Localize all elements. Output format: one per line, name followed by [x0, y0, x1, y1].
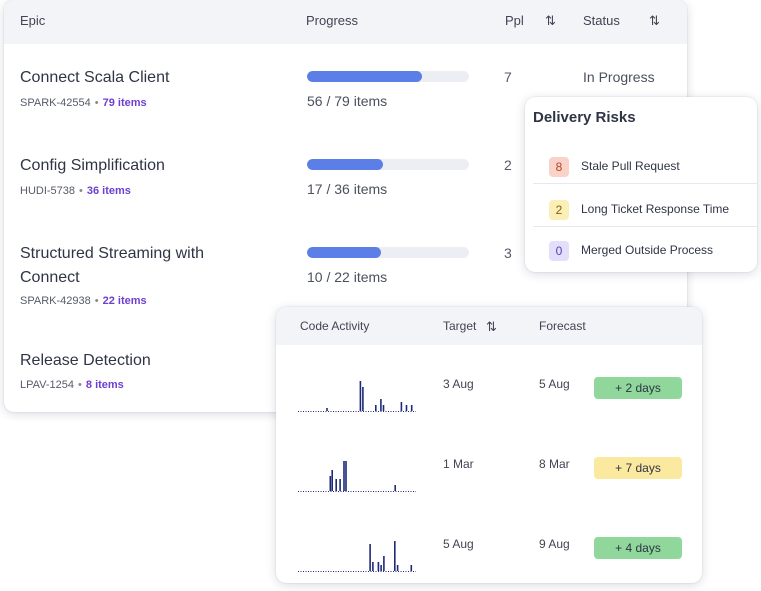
code-activity-header: Code Activity Target ⇅ Forecast	[276, 307, 702, 345]
progress-bar-fill	[307, 247, 381, 258]
column-header-forecast[interactable]: Forecast	[539, 319, 586, 333]
delivery-risks-title: Delivery Risks	[533, 109, 636, 126]
ppl-count: 3	[504, 245, 512, 261]
separator-dot: •	[94, 295, 99, 307]
column-header-progress[interactable]: Progress	[306, 13, 359, 28]
code-activity-row[interactable]: 3 Aug 5 Aug + 2 days	[276, 357, 702, 437]
risk-label: Long Ticket Response Time	[581, 202, 730, 216]
sparkline-bar	[331, 470, 333, 491]
sparkline-bar	[383, 556, 385, 571]
sort-target-icon[interactable]: ⇅	[486, 319, 497, 334]
progress-bar	[307, 247, 469, 258]
epic-title[interactable]: Config Simplification	[20, 157, 165, 174]
sparkline-bar	[335, 479, 337, 491]
sparkline-bar	[362, 387, 364, 411]
sparkline-bar	[369, 544, 371, 571]
forecast-delta-badge: + 2 days	[594, 377, 682, 399]
epic-item-count[interactable]: 22 items	[102, 295, 147, 307]
sparkline-bar	[405, 405, 408, 411]
column-header-code-activity[interactable]: Code Activity	[300, 319, 370, 333]
progress-bar-fill	[307, 159, 384, 170]
epic-item-count[interactable]: 36 items	[86, 185, 131, 197]
column-header-ppl[interactable]: Ppl	[505, 13, 524, 28]
sparkline-bar	[359, 381, 362, 411]
risk-count-badge: 0	[549, 241, 569, 261]
forecast-delta-badge: + 7 days	[594, 457, 682, 479]
sparkline-bar	[394, 485, 396, 491]
column-header-status[interactable]: Status	[583, 13, 620, 28]
epic-title[interactable]: Structured Streaming with Connect	[20, 245, 205, 286]
risk-label: Stale Pull Request	[581, 159, 680, 173]
forecast-date: 5 Aug	[539, 377, 570, 391]
epic-meta: HUDI-5738 • 36 items	[20, 185, 131, 197]
risk-item[interactable]: 8 Stale Pull Request	[533, 149, 757, 184]
epic-title[interactable]: Connect Scala Client	[20, 69, 170, 86]
separator-dot: •	[94, 97, 99, 109]
column-header-epic[interactable]: Epic	[20, 13, 46, 28]
epic-key: SPARK-42554	[20, 97, 91, 109]
sparkline-bar	[410, 565, 413, 571]
target-date: 3 Aug	[443, 377, 474, 391]
forecast-delta-badge: + 4 days	[594, 537, 682, 559]
target-date: 1 Mar	[443, 457, 474, 471]
forecast-date: 8 Mar	[539, 457, 570, 471]
progress-text: 17 / 36 items	[307, 181, 388, 197]
sparkline-bar	[345, 461, 347, 491]
epic-table-header: Epic Progress Ppl ⇅ Status ⇅	[4, 0, 687, 44]
epic-item-count[interactable]: 79 items	[102, 97, 147, 109]
risk-label: Merged Outside Process	[581, 243, 714, 257]
sort-status-icon[interactable]: ⇅	[649, 13, 660, 28]
sparkline-bar	[375, 405, 377, 411]
code-activity-row[interactable]: 5 Aug 9 Aug + 4 days	[276, 517, 702, 583]
ppl-count: 2	[504, 157, 512, 173]
code-activity-table: Code Activity Target ⇅ Forecast 3 Aug 5 …	[276, 307, 702, 583]
forecast-date: 9 Aug	[539, 537, 570, 551]
sparkline-bar	[326, 408, 328, 411]
epic-key: HUDI-5738	[20, 185, 76, 197]
sparkline-bar	[380, 399, 382, 411]
column-header-target[interactable]: Target	[443, 319, 477, 333]
risk-count-badge: 2	[549, 200, 569, 220]
sparkline-bar	[329, 476, 332, 491]
sparkline-bar	[380, 565, 382, 571]
sparkline-bar	[339, 479, 341, 491]
epic-key: LPAV-1254	[20, 379, 75, 391]
epic-meta: SPARK-42554 • 79 items	[20, 97, 147, 109]
sparkline-bar	[372, 562, 374, 571]
status-text: In Progress	[583, 69, 655, 85]
code-activity-row[interactable]: 1 Mar 8 Mar + 7 days	[276, 437, 702, 517]
progress-text: 56 / 79 items	[307, 93, 388, 109]
epic-meta: LPAV-1254 • 8 items	[20, 379, 124, 391]
epic-key: SPARK-42938	[20, 295, 91, 307]
sparkline-bar	[400, 402, 403, 411]
risk-count-badge: 8	[549, 157, 569, 177]
activity-sparkline	[298, 381, 416, 412]
sparkline-bar	[377, 562, 380, 571]
separator-dot: •	[78, 379, 82, 391]
sparkline-bar	[394, 541, 396, 571]
risk-item[interactable]: 0 Merged Outside Process	[533, 233, 757, 267]
sparkline-bar	[382, 405, 385, 411]
target-date: 5 Aug	[443, 537, 474, 551]
epic-item-count[interactable]: 8 items	[85, 379, 124, 391]
sort-ppl-icon[interactable]: ⇅	[545, 13, 556, 28]
activity-sparkline	[298, 541, 416, 572]
progress-bar	[307, 71, 469, 82]
epic-meta: SPARK-42938 • 22 items	[20, 295, 147, 307]
ppl-count: 7	[504, 69, 512, 85]
progress-bar	[307, 159, 469, 170]
progress-text: 10 / 22 items	[307, 269, 388, 285]
delivery-risks-panel: Delivery Risks 8 Stale Pull Request 2 Lo…	[525, 97, 757, 272]
risk-item[interactable]: 2 Long Ticket Response Time	[533, 192, 757, 227]
sparkline-bar	[410, 405, 413, 411]
separator-dot: •	[79, 185, 83, 197]
sparkline-bar	[396, 565, 399, 571]
progress-bar-fill	[307, 71, 422, 82]
sparkline-bar	[343, 461, 345, 491]
epic-title[interactable]: Release Detection	[20, 352, 151, 369]
activity-sparkline	[298, 461, 416, 492]
